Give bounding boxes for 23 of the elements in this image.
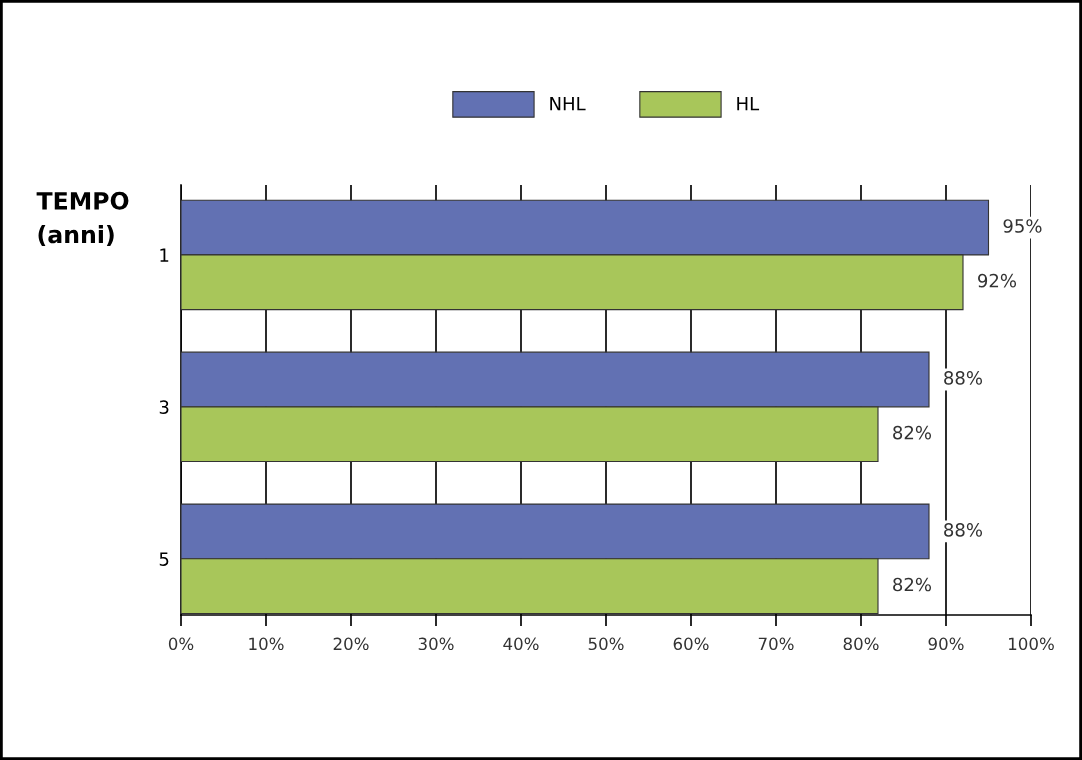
x-tick-label: 80%	[843, 637, 879, 651]
legend-label: NHL	[550, 97, 586, 111]
x-tick-label: 50%	[588, 637, 624, 651]
data-label: 88%	[944, 371, 983, 385]
x-tick-label: 40%	[503, 637, 539, 651]
x-tick-label: 10%	[249, 637, 284, 651]
data-label: 82%	[893, 425, 932, 440]
x-tick-label: 70%	[758, 637, 794, 651]
x-tick-label: 30%	[418, 637, 454, 651]
y-tick-label: 5	[159, 552, 169, 566]
y-tick-label: 3	[159, 400, 169, 414]
data-label: 95%	[1003, 219, 1042, 233]
x-tick-label: 20%	[333, 637, 369, 651]
x-tick-label: 60%	[673, 637, 709, 651]
data-label: 82%	[893, 577, 932, 592]
y-tick-label: 1	[160, 248, 169, 262]
x-tick-label: 90%	[928, 637, 964, 651]
data-label: 88%	[944, 523, 983, 537]
y-axis-title: TEMPO (anni)	[36, 191, 129, 247]
x-tick-label: 100%	[1009, 637, 1054, 651]
x-tick-label: 0%	[168, 637, 194, 651]
data-label: 92%	[978, 273, 1017, 288]
legend-label: HL	[737, 97, 760, 111]
